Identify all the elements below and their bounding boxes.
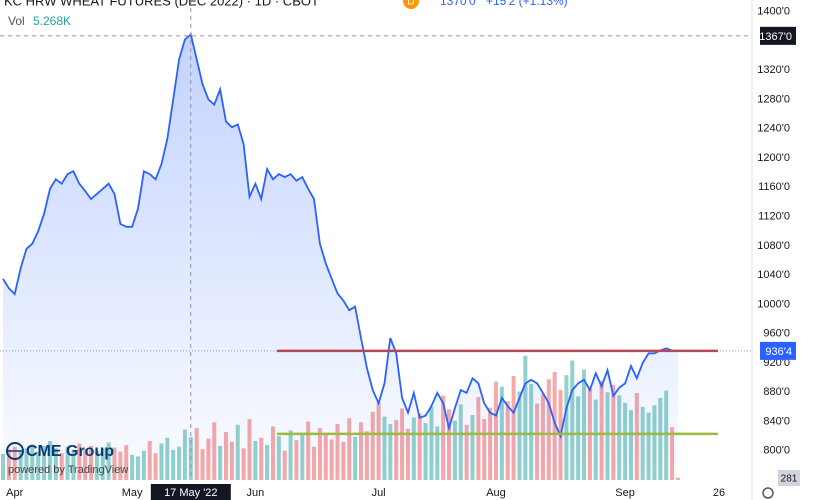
last-quote: 1370'0 [440, 0, 476, 8]
badge [403, 0, 419, 9]
last-price-label: 936'4 [765, 346, 792, 358]
chart-title: KC HRW WHEAT FUTURES (DEC 2022) · 1D · C… [4, 0, 319, 8]
volume-bar [675, 477, 680, 480]
y-tick-label: 1120'0 [758, 210, 790, 222]
logo: CME Group powered by TradingView [6, 442, 128, 476]
y-tick-label: 1160'0 [758, 181, 790, 193]
gear[interactable] [762, 487, 774, 499]
crosshair-date-label: 17 May '22 [164, 487, 217, 499]
volume-last-label: 281 [781, 474, 798, 485]
powered-by: powered by TradingView [8, 464, 128, 476]
volume-value: 5.268K [33, 14, 71, 28]
x-tick-label: 26 [713, 487, 725, 499]
x-tick-label: Jul [372, 487, 386, 499]
x-tick-label: Aug [486, 487, 506, 499]
logo-text: CME Group [26, 443, 114, 460]
volume-last-box [778, 470, 800, 486]
price-area [3, 34, 678, 481]
crosshair-price-box [760, 26, 796, 45]
source-badge: D [407, 0, 414, 8]
x-tick-label: Jun [246, 487, 264, 499]
y-tick-label: 840'0 [763, 415, 790, 427]
price-line [2, 32, 678, 440]
crosshair-price-label: 1367'0 [759, 31, 792, 43]
x-tick-label: May [122, 487, 143, 499]
y-tick-label: 1400'0 [757, 6, 790, 18]
y-tick-label: 1240'0 [757, 123, 790, 135]
settings-icon[interactable] [762, 487, 774, 499]
y-tick-label: 1080'0 [757, 240, 790, 252]
y-tick-label: 1040'0 [757, 269, 790, 281]
y-tick-label: 1320'0 [757, 64, 790, 76]
x-tick-label: Apr [6, 487, 23, 499]
y-tick-label: 1200'0 [757, 152, 790, 164]
y-tick-label: 1280'0 [757, 93, 790, 105]
crosshair-date-box [150, 484, 231, 500]
price-layer [2, 32, 678, 481]
change: +15'2 (+1.13%) [486, 0, 568, 8]
y-tick-label: 1000'0 [757, 298, 790, 310]
y-tick-label: 800'0 [763, 445, 790, 457]
last-price-box [760, 341, 796, 360]
x-tick-label: Sep [615, 487, 635, 499]
y-tick-label: 880'0 [763, 386, 790, 398]
volume-title: Vol [8, 14, 25, 28]
y-tick-label: 960'0 [763, 328, 790, 340]
